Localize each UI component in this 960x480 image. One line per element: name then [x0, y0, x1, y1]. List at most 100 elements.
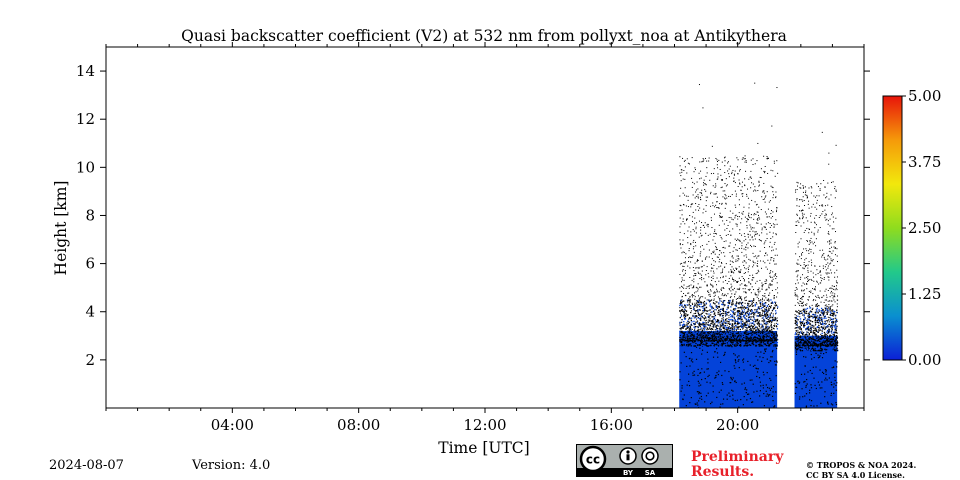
noise-dot — [773, 226, 775, 228]
noise-dot — [682, 192, 684, 194]
signal-dot — [741, 304, 743, 307]
signal-dot — [732, 309, 735, 311]
noise-dot — [741, 212, 743, 214]
noise-dot — [766, 268, 768, 270]
noise-dot — [751, 323, 753, 325]
signal-dot — [802, 341, 804, 343]
noise-dot — [701, 310, 703, 312]
noise-dot — [693, 285, 695, 287]
signal-dot — [809, 307, 812, 309]
noise-dot — [698, 266, 700, 268]
noise-dot — [795, 324, 797, 326]
noise-dot — [695, 267, 697, 269]
noise-dot — [828, 240, 830, 242]
noise-dot — [803, 344, 805, 346]
noise-dot — [713, 334, 715, 336]
noise-dot — [685, 405, 687, 407]
noise-dot — [727, 224, 729, 226]
noise-dot — [719, 361, 722, 364]
noise-dot — [690, 261, 692, 263]
measurement-period — [794, 131, 839, 408]
noise-dot — [754, 163, 756, 165]
noise-dot — [830, 309, 832, 311]
noise-dot — [724, 370, 726, 372]
noise-dot — [836, 327, 838, 329]
signal-dot — [760, 344, 762, 346]
noise-dot — [750, 177, 752, 179]
signal-dot — [743, 315, 745, 317]
signal-dot — [731, 310, 733, 312]
noise-dot — [759, 356, 761, 358]
noise-dot — [747, 236, 749, 238]
noise-dot — [805, 340, 807, 342]
noise-dot — [721, 186, 723, 188]
noise-dot — [679, 204, 681, 206]
signal-dot — [808, 316, 810, 319]
signal-dot — [711, 316, 713, 318]
noise-dot — [709, 283, 711, 285]
signal-dot — [728, 301, 730, 304]
noise-dot — [811, 337, 813, 339]
noise-dot — [704, 308, 706, 310]
noise-dot — [760, 240, 762, 242]
noise-dot — [679, 336, 681, 339]
noise-dot — [730, 269, 732, 271]
signal-dot — [774, 301, 776, 303]
noise-dot — [798, 333, 800, 335]
noise-dot — [813, 195, 815, 197]
noise-dot — [750, 336, 752, 338]
noise-dot — [801, 254, 803, 256]
noise-dot — [710, 173, 712, 175]
signal-dot — [811, 315, 813, 318]
signal-dot — [681, 308, 683, 311]
noise-dot — [771, 316, 773, 318]
signal-dot — [768, 305, 771, 307]
signal-dot — [709, 320, 711, 322]
noise-dot — [701, 234, 703, 236]
noise-dot — [776, 276, 778, 278]
noise-dot — [755, 355, 757, 357]
noise-dot — [728, 300, 730, 302]
noise-dot — [707, 324, 709, 326]
noise-dot — [712, 339, 714, 341]
signal-dot — [828, 319, 830, 321]
noise-dot — [680, 285, 682, 287]
signal-dot — [821, 323, 823, 326]
noise-dot — [754, 328, 756, 330]
noise-dot — [688, 299, 690, 301]
noise-dot — [742, 323, 744, 325]
noise-dot — [758, 322, 760, 324]
noise-dot — [768, 201, 770, 203]
noise-dot — [748, 215, 750, 217]
noise-dot — [752, 383, 754, 385]
noise-dot — [738, 335, 740, 337]
noise-dot — [748, 340, 750, 342]
noise-dot — [803, 309, 805, 311]
noise-dot — [764, 198, 766, 200]
noise-dot — [753, 333, 755, 335]
noise-dot — [836, 325, 838, 327]
signal-dot — [800, 312, 802, 314]
noise-dot — [687, 206, 689, 208]
noise-dot — [698, 323, 700, 325]
signal-dot — [832, 348, 834, 351]
noise-dot — [686, 286, 688, 288]
noise-dot — [747, 329, 749, 331]
noise-dot — [735, 362, 737, 364]
noise-dot — [699, 196, 701, 198]
noise-dot — [699, 192, 701, 194]
noise-dot — [701, 378, 703, 381]
noise-dot — [699, 372, 701, 374]
noise-dot — [810, 292, 812, 294]
noise-dot — [687, 162, 689, 164]
noise-dot — [717, 333, 719, 335]
noise-dot — [694, 339, 696, 341]
signal-dot — [703, 323, 705, 326]
signal-dot — [686, 336, 688, 338]
noise-dot — [758, 298, 760, 300]
noise-dot — [708, 330, 710, 332]
noise-dot — [795, 322, 797, 324]
noise-dot — [698, 391, 700, 393]
signal-dot — [725, 328, 727, 331]
noise-dot — [715, 301, 717, 303]
